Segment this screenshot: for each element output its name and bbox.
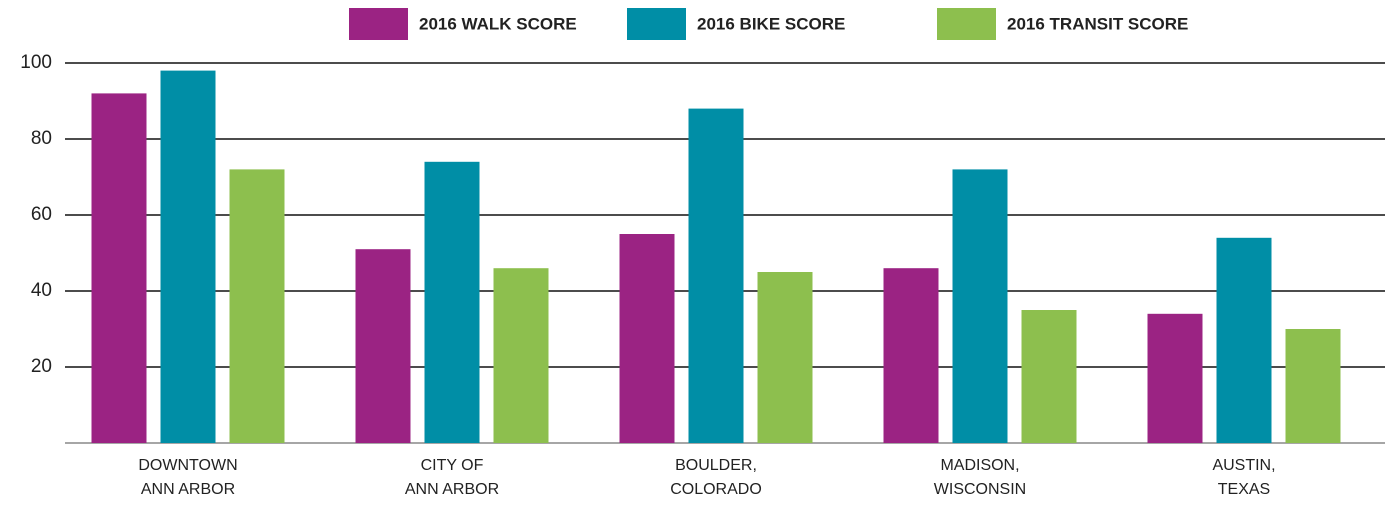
bar <box>1285 329 1341 443</box>
bar <box>1021 310 1077 443</box>
legend-swatch <box>627 8 686 40</box>
bar <box>91 93 147 444</box>
bar <box>619 234 675 443</box>
y-tick-label: 100 <box>20 52 52 73</box>
bar <box>1147 313 1203 443</box>
bar <box>493 268 549 443</box>
bar <box>688 108 744 443</box>
legend-label: 2016 TRANSIT SCORE <box>1007 14 1188 33</box>
x-tick-label: MADISON, WISCONSIN <box>934 457 1026 498</box>
bar <box>952 169 1008 443</box>
bar <box>883 268 939 443</box>
legend-swatch <box>937 8 996 40</box>
legend-label: 2016 BIKE SCORE <box>697 14 845 33</box>
legend-label: 2016 WALK SCORE <box>419 14 577 33</box>
y-tick-label: 60 <box>31 204 52 225</box>
x-tick-label: BOULDER, COLORADO <box>670 457 762 498</box>
legend-swatch <box>349 8 408 40</box>
x-tick-label: DOWNTOWN ANN ARBOR <box>138 457 237 498</box>
bar <box>160 70 216 443</box>
bar <box>355 249 411 443</box>
x-tick-label: CITY OF ANN ARBOR <box>405 457 499 498</box>
x-tick-label: AUSTIN, TEXAS <box>1212 457 1275 498</box>
bar <box>424 161 480 444</box>
bar <box>229 169 285 443</box>
y-tick-label: 20 <box>31 356 52 377</box>
bar <box>1216 237 1272 443</box>
bar <box>757 272 813 443</box>
y-tick-label: 80 <box>31 128 52 149</box>
y-tick-label: 40 <box>31 280 52 301</box>
